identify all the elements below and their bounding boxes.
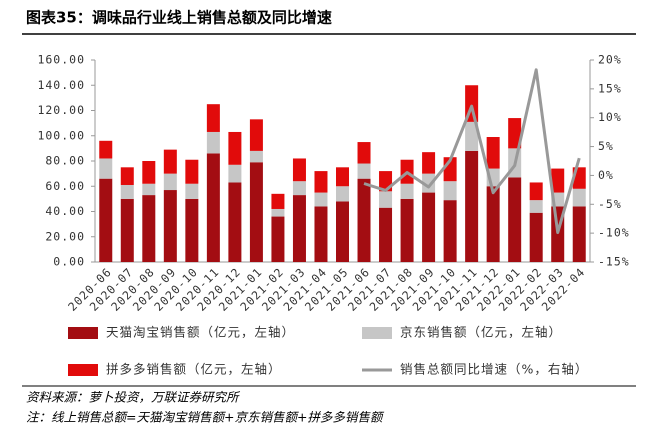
y-tick-label: 0.00 xyxy=(53,255,85,269)
bar xyxy=(292,181,306,196)
bar xyxy=(508,177,522,262)
bar xyxy=(400,183,414,199)
bar xyxy=(314,206,328,262)
bar xyxy=(163,149,177,174)
bar xyxy=(249,119,263,151)
bar xyxy=(357,163,371,179)
bar xyxy=(314,171,328,193)
bar xyxy=(443,200,457,262)
bar xyxy=(486,137,500,169)
y-tick-label: 40.00 xyxy=(45,204,85,218)
bar xyxy=(529,200,543,213)
y2-tick-label: 5% xyxy=(598,139,614,153)
chart-title: 图表35：调味品行业线上销售总额及同比增速 xyxy=(26,9,332,27)
legend-label: 天猫淘宝销售额（亿元，左轴） xyxy=(106,325,295,340)
bar xyxy=(206,104,220,132)
bar xyxy=(465,121,479,151)
bar xyxy=(357,178,371,262)
bar xyxy=(271,193,285,209)
y2-tick-label: -10% xyxy=(598,226,630,240)
y2-tick-label: -5% xyxy=(598,197,622,211)
y2-tick-label: 10% xyxy=(598,110,622,124)
y2-tick-label: 20% xyxy=(598,53,622,67)
bar xyxy=(120,184,134,199)
source: 资料来源：萝卜投资，万联证券研究所 xyxy=(26,390,241,405)
bar xyxy=(379,191,393,208)
bar xyxy=(529,212,543,262)
bar xyxy=(551,168,565,193)
bar xyxy=(249,150,263,163)
bar xyxy=(206,153,220,262)
bar xyxy=(314,192,328,207)
y-tick-label: 160.00 xyxy=(37,53,85,67)
bar xyxy=(163,190,177,262)
bar xyxy=(142,183,156,196)
bar xyxy=(357,142,371,164)
bar xyxy=(572,188,586,207)
bar xyxy=(271,208,285,217)
bar xyxy=(422,192,436,262)
bar xyxy=(465,150,479,262)
bar xyxy=(120,167,134,185)
legend-swatch xyxy=(68,327,98,339)
legend-swatch xyxy=(68,364,98,376)
bar xyxy=(508,118,522,149)
y-tick-label: 80.00 xyxy=(45,154,85,168)
bar xyxy=(185,159,199,184)
legend-label: 京东销售额（亿元，左轴） xyxy=(400,325,562,340)
bar xyxy=(486,186,500,262)
bar xyxy=(99,158,113,179)
y-tick-label: 120.00 xyxy=(37,103,85,117)
bar xyxy=(228,182,242,262)
bar xyxy=(572,206,586,262)
bar xyxy=(228,131,242,165)
bar xyxy=(336,201,349,262)
legend-swatch xyxy=(362,327,392,339)
bar xyxy=(99,140,113,159)
bar xyxy=(336,186,349,202)
bar xyxy=(228,164,242,183)
bar xyxy=(379,207,393,262)
bar xyxy=(422,173,436,193)
bar xyxy=(292,158,306,182)
bar xyxy=(529,182,543,201)
y2-tick-label: 15% xyxy=(598,81,622,95)
bar xyxy=(120,198,134,262)
bar xyxy=(292,195,306,262)
bar xyxy=(142,195,156,262)
bar xyxy=(99,178,113,262)
legend-label: 拼多多销售额（亿元，左轴） xyxy=(106,362,282,377)
line xyxy=(363,68,581,235)
bar xyxy=(185,183,199,199)
y-tick-label: 100.00 xyxy=(37,128,85,142)
note: 注：线上销售总额=天猫淘宝销售额+京东销售额+拼多多销售额 xyxy=(26,410,385,425)
bar xyxy=(443,181,457,201)
y-tick-label: 140.00 xyxy=(37,78,85,92)
y2-tick-label: -15% xyxy=(598,255,630,269)
y-tick-label: 60.00 xyxy=(45,179,85,193)
legend-label: 销售总额同比增速（%，右轴） xyxy=(400,362,588,377)
y2-tick-label: 0% xyxy=(598,168,614,182)
bar xyxy=(336,167,349,187)
bar xyxy=(271,216,285,262)
bar xyxy=(249,162,263,262)
bar xyxy=(206,131,220,154)
bar xyxy=(422,152,436,174)
bar xyxy=(163,173,177,191)
bar xyxy=(400,198,414,262)
bar xyxy=(142,161,156,184)
y-tick-label: 20.00 xyxy=(45,229,85,243)
bar xyxy=(185,198,199,262)
